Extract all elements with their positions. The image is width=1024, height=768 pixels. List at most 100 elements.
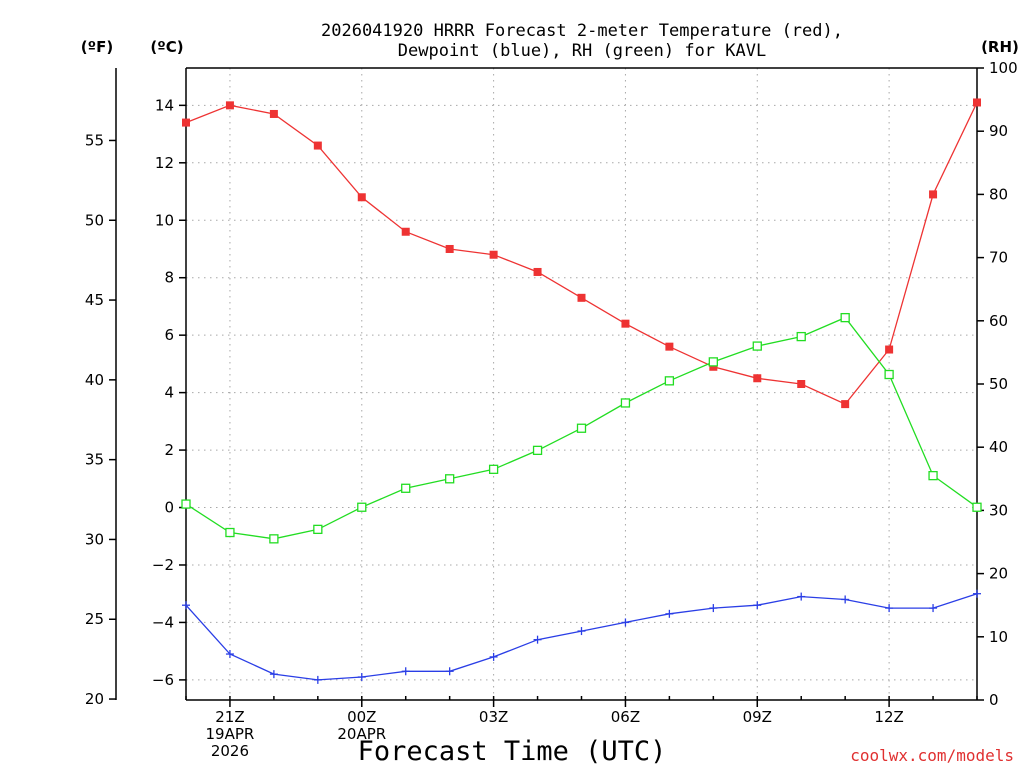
relative-humidity-point [884,369,894,380]
fahrenheit-tick-label: 35 [85,451,104,469]
rh-axis: 0 10 20 30 40 50 60 70 80 90 100 [977,59,1018,709]
temperature-point [445,244,454,253]
credit-label: coolwx.com/models [850,746,1014,765]
temperature-point [709,362,718,371]
fahrenheit-axis: 20 25 30 35 40 45 50 55 [85,131,116,708]
fahrenheit-tick-label: 25 [85,610,104,628]
time-tick-label: 21Z [215,708,244,726]
relative-humidity-point [708,357,718,367]
celsius-tick-label: 2 [164,441,174,459]
rh-tick-label: 60 [989,312,1008,330]
temperature-point [313,141,322,150]
rh-tick-label: 10 [989,628,1008,646]
celsius-tick-label: 4 [164,384,174,402]
temperature-point [841,400,850,409]
dewpoint-point [533,635,542,644]
rh-tick-label: 20 [989,565,1008,583]
dewpoint-point [929,604,938,613]
relative-humidity-point [225,527,235,538]
temperature-point [269,109,278,118]
temperature-point [885,345,894,354]
time-tick-label: 00Z [347,708,376,726]
rh-tick-label: 0 [989,691,999,709]
relative-humidity-point [313,524,323,535]
rh-tick-label: 40 [989,438,1008,456]
celsius-tick-label: −6 [152,671,174,689]
temperature-point [182,118,190,127]
dewpoint-point [269,670,278,679]
celsius-tick-label: −2 [152,556,174,574]
dewpoint-point [885,604,894,613]
relative-humidity-point [928,470,938,481]
fahrenheit-tick-label: 55 [85,131,104,149]
rh-tick-label: 100 [989,59,1018,77]
dewpoint-point [401,667,410,676]
celsius-tick-label: 8 [164,269,174,287]
x-axis-title: Forecast Time (UTC) [358,736,667,767]
chart-title-line1: 2026041920 HRRR Forecast 2-meter Tempera… [321,21,843,41]
relative-humidity-point [532,445,543,456]
dewpoint-point [445,667,454,676]
dewpoint-point [313,675,322,684]
time-tick-label: 03Z [479,708,508,726]
fahrenheit-unit-label: (ºF) [81,38,113,56]
rh-tick-label: 90 [989,122,1008,140]
dewpoint-point [973,589,981,598]
dewpoint-point [225,650,234,659]
time-tick-label: 06Z [611,708,640,726]
temperature-point [533,267,542,276]
fahrenheit-tick-label: 45 [85,291,104,309]
time-tick-label: 12Z [874,708,903,726]
celsius-axis: −6 −4 −2 0 2 4 6 8 10 12 14 [152,96,186,689]
relative-humidity-point [840,312,850,323]
dewpoint-point [709,604,718,613]
dewpoint-point [357,673,366,682]
temperature-point [797,380,806,388]
fahrenheit-tick-label: 40 [85,371,104,389]
relative-humidity-point [488,464,499,474]
time-tick-label: 09Z [743,708,772,726]
temperature-point [973,98,981,107]
temperature-point [621,319,630,328]
rh-tick-label: 30 [989,501,1008,519]
grid-lines [186,68,977,700]
temperature-point [665,342,674,351]
fahrenheit-tick-label: 20 [85,690,104,708]
relative-humidity-point [181,499,191,509]
time-tick-label: 19APR [206,725,255,743]
relative-humidity-point [752,341,762,351]
dewpoint-point [621,618,630,627]
rh-tick-label: 70 [989,249,1008,267]
rh-unit-label: (RH) [981,38,1019,56]
temperature-point [401,227,410,236]
dewpoint-point [841,595,850,604]
temperature-point [929,190,938,199]
temperature-point [577,293,586,302]
time-tick-label: 20APR [337,725,386,743]
rh-tick-label: 80 [989,185,1008,203]
relative-humidity-point [664,376,675,386]
dewpoint-point [182,601,190,610]
celsius-tick-label: 12 [155,154,174,172]
dewpoint-point [665,609,674,618]
relative-humidity-point [269,534,279,544]
dewpoint-line [185,593,978,681]
relative-humidity-point [972,502,982,512]
celsius-tick-label: 0 [164,499,174,517]
celsius-tick-label: 10 [155,211,174,229]
dewpoint-point [489,652,498,661]
relative-humidity-point [576,423,587,433]
relative-humidity-point [401,483,411,493]
relative-humidity-point [445,474,455,484]
temperature-point [489,250,498,259]
relative-humidity-point [357,502,367,512]
relative-humidity-point [620,398,631,408]
temperature-point [753,374,762,383]
relative-humidity-point [796,331,806,342]
dewpoint-point [797,592,806,601]
temperature-point [357,193,366,202]
dewpoint-point [753,601,762,610]
temperature-line [185,102,978,405]
time-tick-label: 2026 [211,742,249,760]
